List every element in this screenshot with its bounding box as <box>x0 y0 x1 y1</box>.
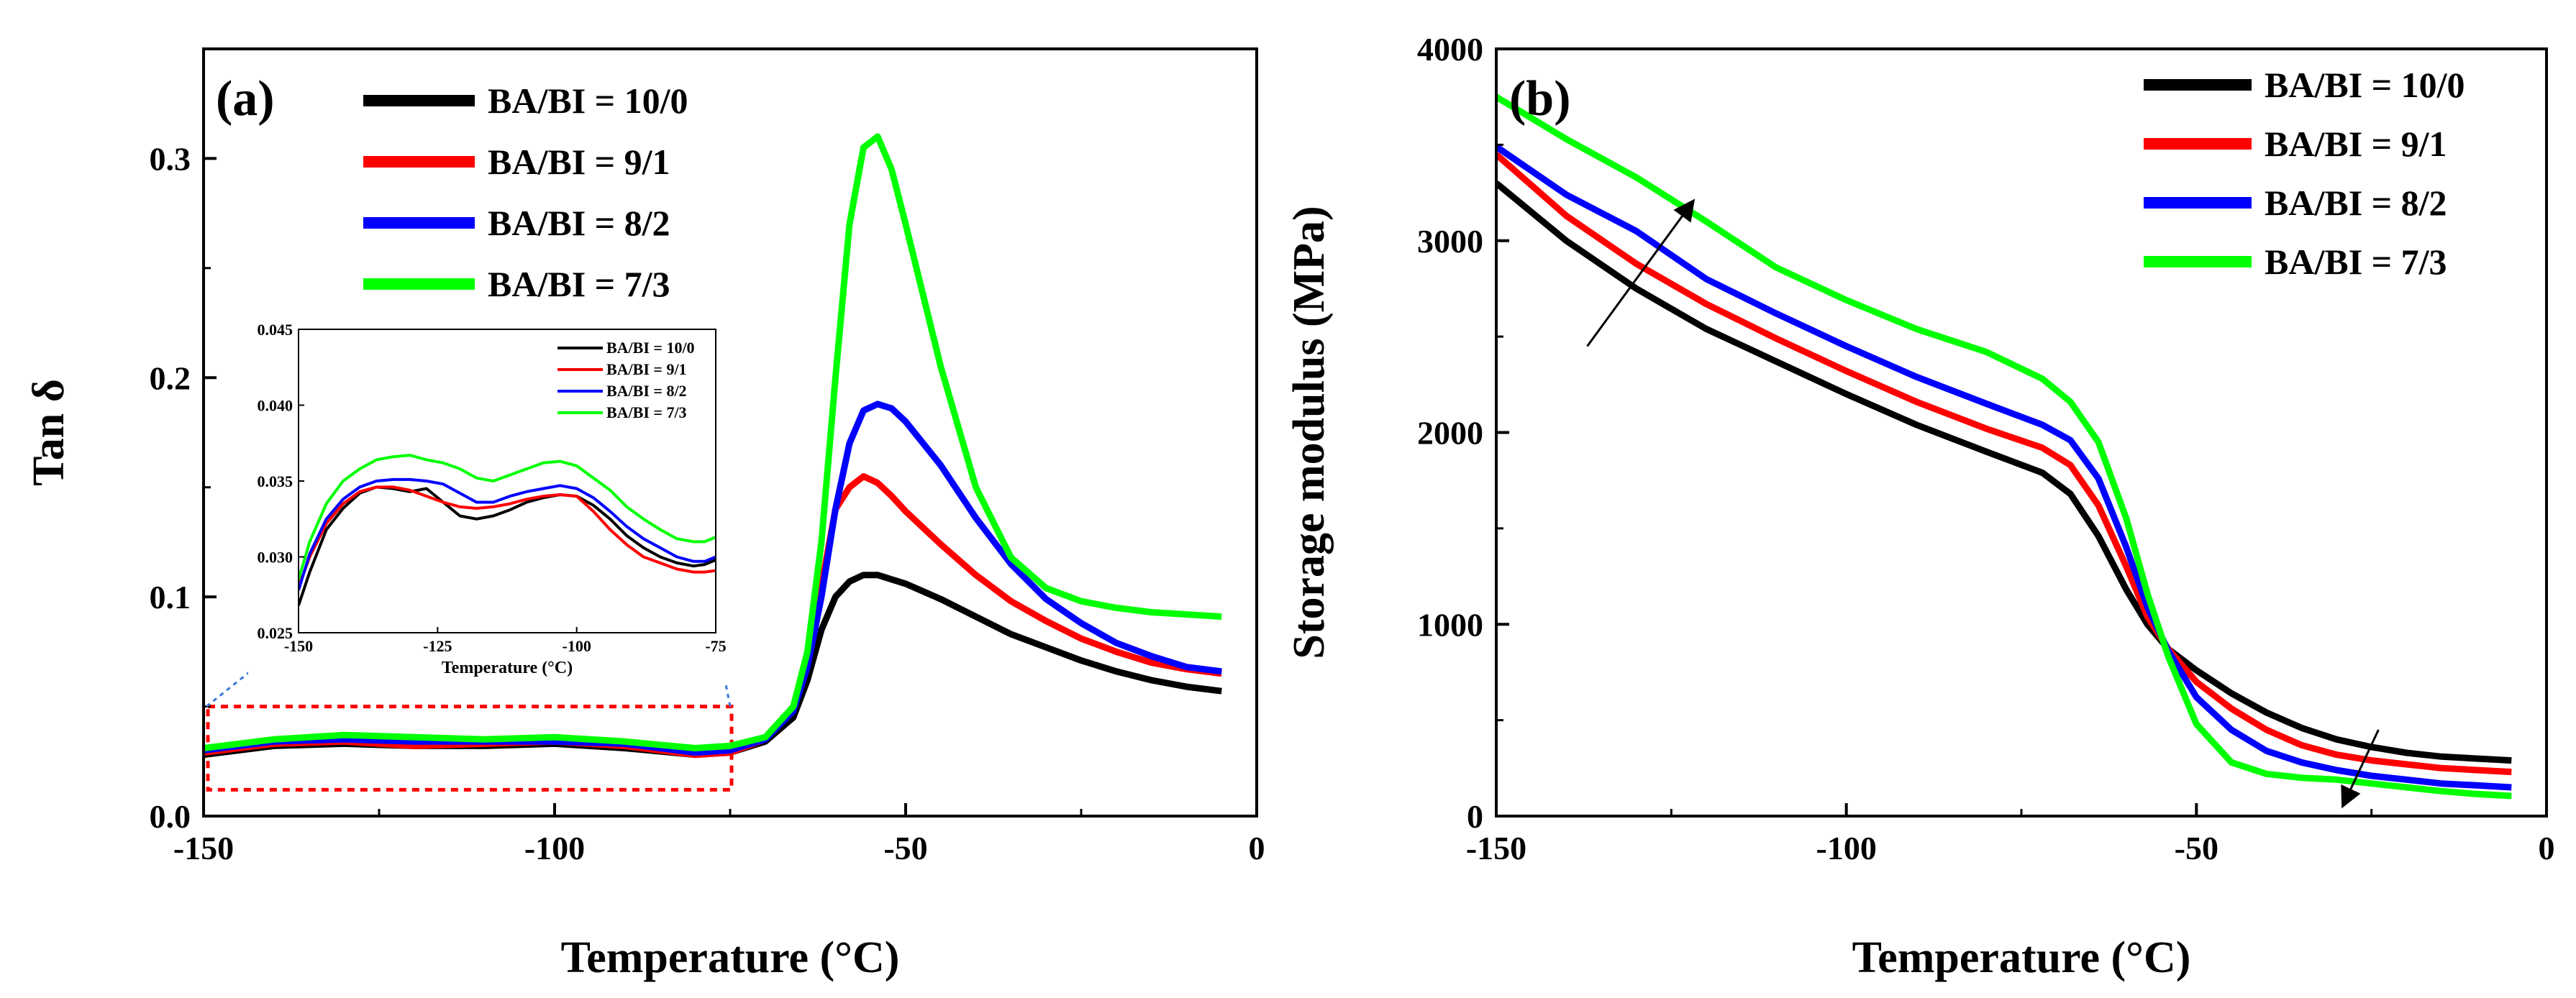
inset-legend: BA/BI = 10/0 BA/BI = 9/1 BA/BI = 8/2 BA/BI … <box>557 339 695 421</box>
panel-a-series-group <box>204 133 1222 759</box>
panel-b-series-group <box>1496 93 2512 800</box>
panel-b-legend-label: BA/BI = 9/1 <box>2265 124 2447 164</box>
inset-x-axis-title: Temperature (°C) <box>442 659 573 677</box>
panel-a-legend-label: BA/BI = 10/0 <box>488 81 688 121</box>
panel-b-y-tick-label: 2000 <box>1417 415 1483 452</box>
panel-b-legend: BA/BI = 10/0 BA/BI = 9/1 BA/BI = 8/2 BA/BI … <box>2144 65 2465 282</box>
inset-ticks: -150 -125 -100 -75 0.025 0.030 0.035 0.040 0.045 <box>258 321 727 655</box>
panel-b-plot-frame <box>1495 47 2548 818</box>
panel-a-legend: BA/BI = 10/0 BA/BI = 9/1 BA/BI = 8/2 BA/BI … <box>363 81 688 304</box>
panel-b-trend-arrow-1 <box>2341 729 2380 809</box>
panel-b-series-line-1 <box>1496 152 2512 776</box>
panel-b-y-tick-label: 1000 <box>1417 606 1483 643</box>
panel-a-x-tick-label: -150 <box>173 830 234 866</box>
panel-a-y-axis-title: Tan δ <box>24 379 73 486</box>
panel-b-trend-arrows <box>1586 198 2380 809</box>
panel-a-legend-label: BA/BI = 7/3 <box>488 264 670 304</box>
panel-b-y-axis-title: Storage modulus (MPa) <box>1285 206 1334 659</box>
panel-a-tan-delta-chart: -150 -100 -50 0 0.0 0.1 0.2 0.3 (a) Temperature… <box>24 47 1265 982</box>
panel-b-x-tick-label: 0 <box>2539 830 2555 866</box>
panel-b-series-line-0 <box>1496 180 2512 764</box>
inset-x-tick-label: -75 <box>705 637 726 655</box>
inset-series-line-2 <box>299 477 716 591</box>
panel-b-x-axis-title: Temperature (°C) <box>1852 933 2191 982</box>
panel-a-legend-label: BA/BI = 8/2 <box>488 203 670 243</box>
inset-legend-label: BA/BI = 8/2 <box>606 382 687 400</box>
panel-a-legend-label: BA/BI = 9/1 <box>488 142 670 182</box>
panel-a-y-tick-label: 0.1 <box>150 579 191 615</box>
panel-a-y-tick-label: 0.0 <box>150 798 191 835</box>
panel-a-y-tick-label: 0.3 <box>150 140 191 177</box>
inset-x-tick-label: -150 <box>284 637 313 655</box>
inset-series-line-1 <box>299 485 716 588</box>
panel-b-y-tick-label: 4000 <box>1417 31 1483 68</box>
inset-series-line-3 <box>299 454 716 580</box>
panel-a-x-tick-label: -100 <box>524 830 585 866</box>
panel-a-label: (a) <box>216 71 275 127</box>
panel-a-series-line-3 <box>204 133 1222 751</box>
inset-series-group <box>299 454 716 606</box>
panel-b-x-tick-label: -50 <box>2175 830 2218 866</box>
panel-b-ticks: -150 -100 -50 0 0 1000 2000 3000 4000 <box>1417 31 2555 866</box>
panel-a-x-tick-label: 0 <box>1249 830 1265 866</box>
panel-a-inset-chart: -150 -125 -100 -75 0.025 0.030 0.035 0.040 0.045… <box>248 321 730 683</box>
panel-b-legend-label: BA/BI = 7/3 <box>2265 242 2447 282</box>
panel-b-x-tick-label: -100 <box>1816 830 1877 866</box>
panel-b-series-line-2 <box>1496 144 2512 791</box>
panel-b-y-tick-label: 0 <box>1467 798 1483 835</box>
panel-a-ticks: -150 -100 -50 0 0.0 0.1 0.2 0.3 <box>150 140 1265 866</box>
inset-y-tick-label: 0.030 <box>258 549 293 567</box>
panel-b-trend-arrow-0 <box>1586 198 1696 347</box>
inset-x-tick-label: -100 <box>563 637 591 655</box>
panel-a-x-tick-label: -50 <box>883 830 927 866</box>
panel-b-x-tick-label: -150 <box>1466 830 1526 866</box>
inset-legend-label: BA/BI = 10/0 <box>606 339 695 357</box>
panel-a-x-axis-title: Temperature (°C) <box>561 933 900 982</box>
panel-b-series-line-3 <box>1496 93 2512 800</box>
panel-a-y-tick-label: 0.2 <box>150 360 191 396</box>
panel-b-legend-label: BA/BI = 10/0 <box>2265 65 2465 105</box>
inset-legend-label: BA/BI = 7/3 <box>606 403 687 421</box>
inset-legend-label: BA/BI = 9/1 <box>606 360 687 378</box>
inset-y-tick-label: 0.025 <box>258 624 293 642</box>
inset-y-tick-label: 0.035 <box>258 472 293 490</box>
inset-x-tick-label: -125 <box>423 637 452 655</box>
panel-b-storage-modulus-chart: -150 -100 -50 0 0 1000 2000 3000 4000 (b) Temper… <box>1285 31 2555 982</box>
inset-y-tick-label: 0.040 <box>258 397 293 415</box>
panel-b-legend-label: BA/BI = 8/2 <box>2265 183 2447 223</box>
inset-y-tick-label: 0.045 <box>258 321 293 339</box>
panel-b-label: (b) <box>1509 71 1571 127</box>
panel-b-y-tick-label: 3000 <box>1417 223 1483 260</box>
